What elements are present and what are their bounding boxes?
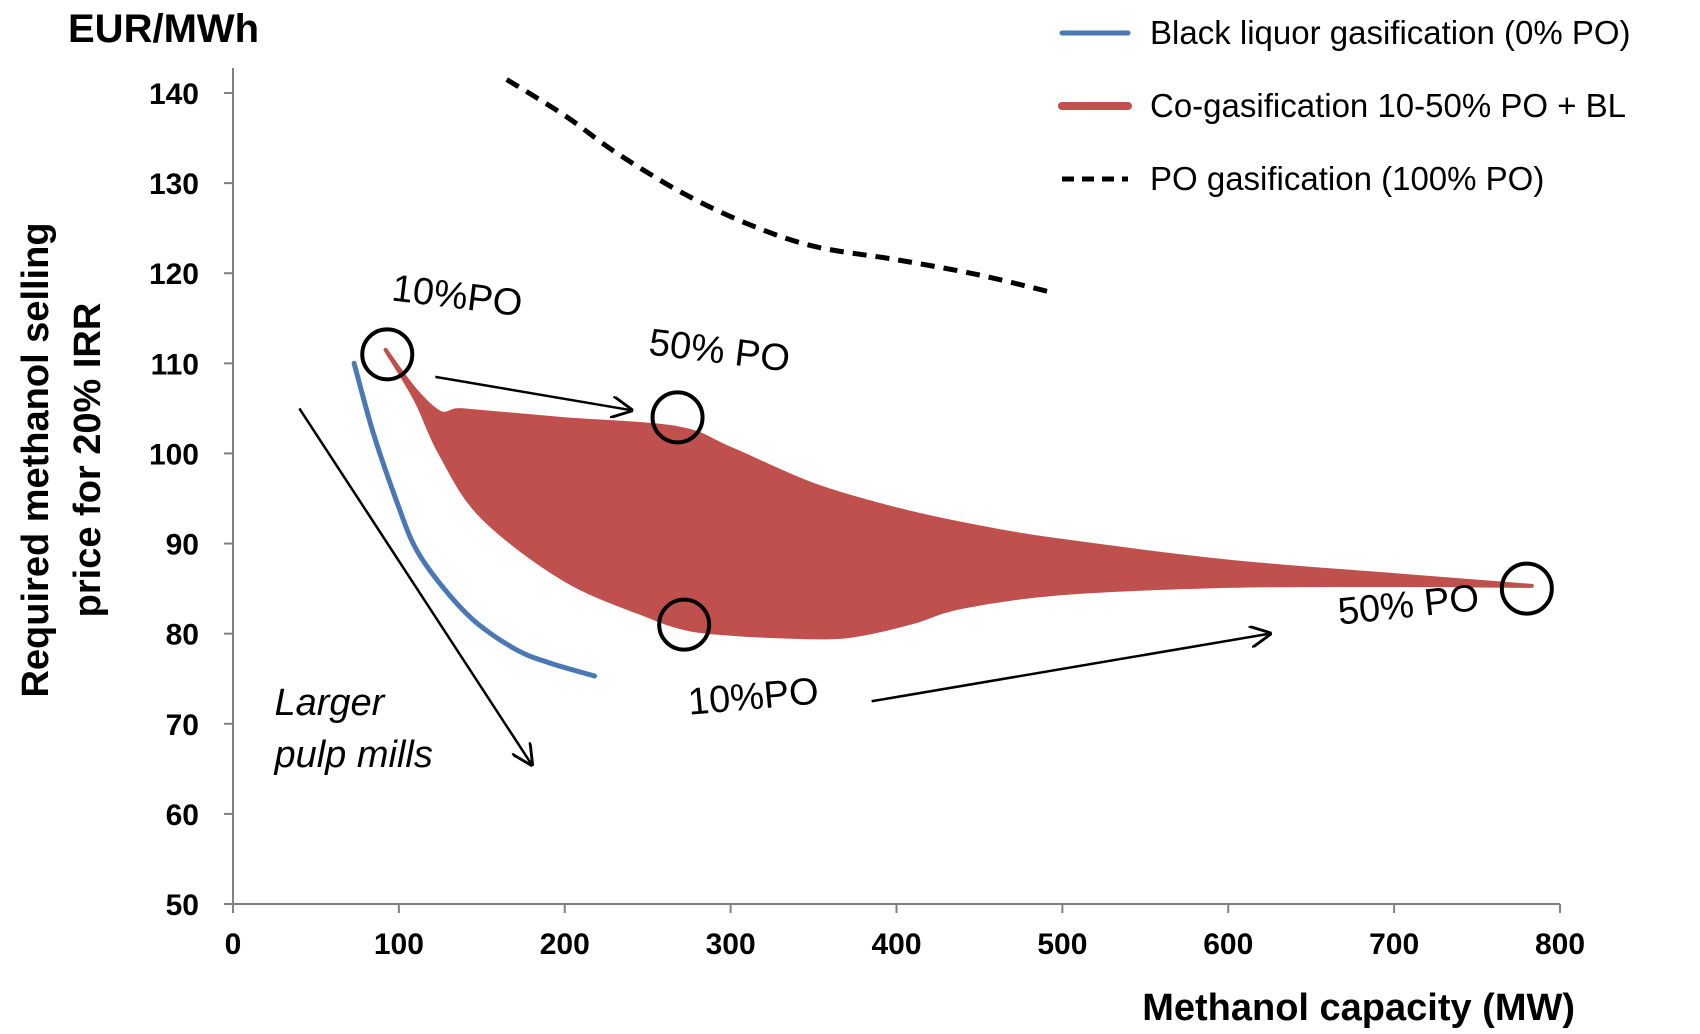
annotation-larger-pulp-mills: pulp mills xyxy=(273,734,432,776)
legend: Black liquor gasification (0% PO) Co-gasi… xyxy=(1058,14,1631,197)
y-tick-label: 100 xyxy=(149,438,199,471)
annotation-larger-pulp-mills: Larger xyxy=(274,682,385,724)
x-tick-label: 100 xyxy=(374,928,424,961)
annotation-arrow xyxy=(871,634,1270,703)
x-tick-label: 500 xyxy=(1037,928,1087,961)
y-tick-label: 90 xyxy=(166,529,199,562)
x-tick-label: 600 xyxy=(1203,928,1253,961)
y-axis-title-line1: Required methanol selling xyxy=(15,222,57,697)
annotation-po-share: 10%PO xyxy=(389,268,524,326)
y-tick-label: 80 xyxy=(166,619,199,652)
marker-circle xyxy=(360,327,415,382)
series-co-gasification-band xyxy=(383,347,1534,640)
series-black-liquor-line xyxy=(351,360,598,679)
marker-circle xyxy=(1499,561,1554,616)
unit-label: EUR/MWh xyxy=(68,7,259,51)
y-tick-label: 110 xyxy=(151,348,199,381)
x-tick-label: 200 xyxy=(540,928,590,961)
y-tick-label: 60 xyxy=(166,799,199,832)
series-po-gasification-line xyxy=(505,77,1055,296)
marker-circle xyxy=(657,597,712,652)
x-tick-label: 300 xyxy=(706,928,756,961)
plot-area: 0 100 200 300 400 500 600 700 800 50 60 70 80 90 100 11… xyxy=(149,68,1585,961)
y-tick-label: 50 xyxy=(166,889,199,922)
legend-label: Black liquor gasification (0% PO) xyxy=(1150,14,1631,51)
annotation-po-share: 10%PO xyxy=(686,670,820,723)
y-tick-label: 130 xyxy=(149,168,199,201)
y-tick-label: 140 xyxy=(149,78,199,111)
marker-circle xyxy=(650,390,705,445)
x-tick-label: 700 xyxy=(1369,928,1419,961)
x-tick-label: 800 xyxy=(1535,928,1585,961)
annotation-po-share: 50% PO xyxy=(647,322,793,381)
x-tick-label: 0 xyxy=(225,928,242,961)
legend-label: Co-gasification 10-50% PO + BL xyxy=(1150,87,1626,124)
annotation-arrow xyxy=(435,375,631,410)
legend-label: PO gasification (100% PO) xyxy=(1150,160,1544,197)
x-axis-title: Methanol capacity (MW) xyxy=(1142,987,1575,1029)
annotation-arrow xyxy=(298,407,531,764)
y-axis-title-line2: price for 20% IRR xyxy=(67,303,109,618)
y-tick-label: 70 xyxy=(166,709,199,742)
x-tick-label: 400 xyxy=(871,928,921,961)
y-tick-label: 120 xyxy=(149,258,199,291)
